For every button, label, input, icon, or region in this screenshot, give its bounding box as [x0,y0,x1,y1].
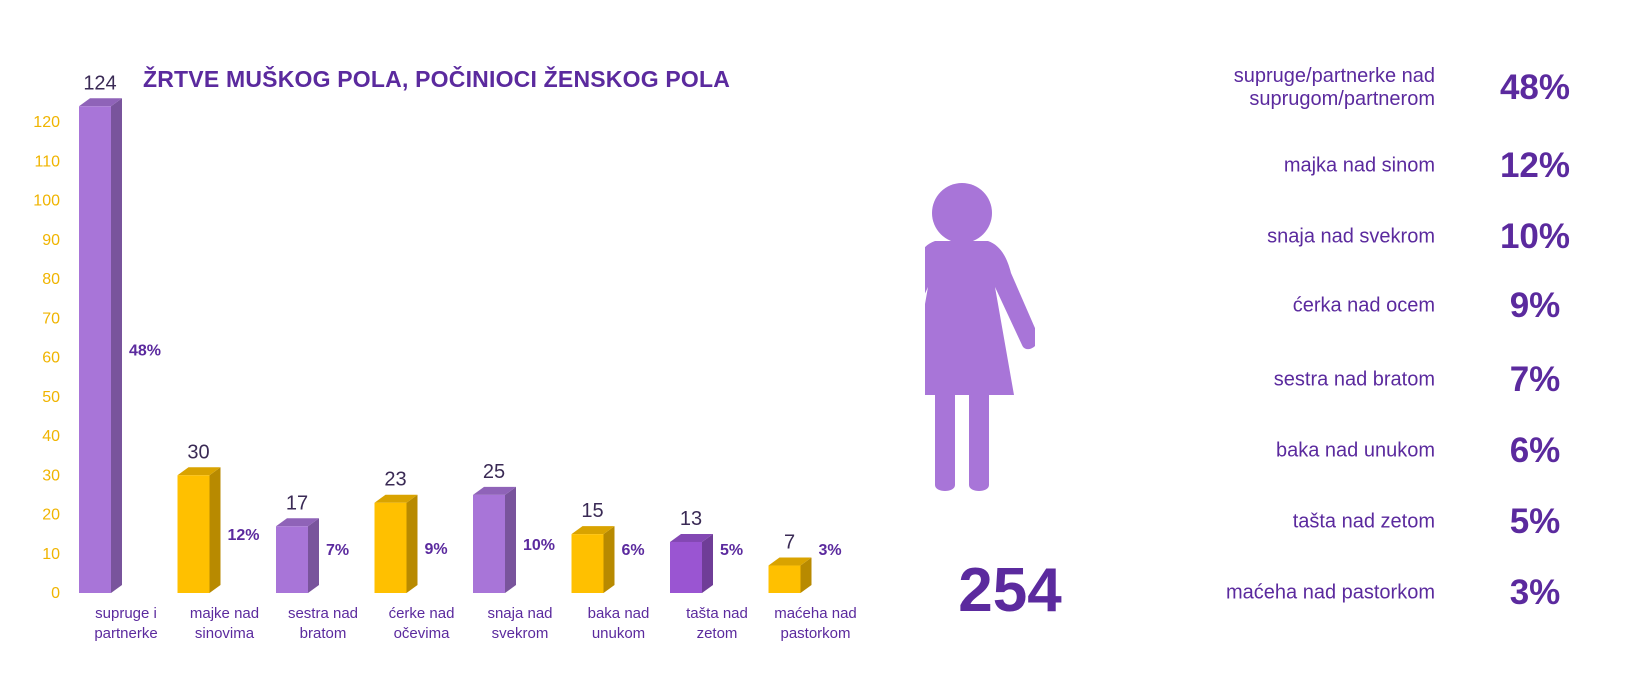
y-tick-label: 30 [42,467,60,484]
legend-label: baka nad unukom [1275,439,1435,462]
legend-percent: 48% [1499,68,1571,107]
legend-row: snaja nad svekrom 10% [1150,207,1620,267]
bar-value-label: 13 [680,508,702,530]
woman-icon [925,183,1035,491]
bar-side [603,526,615,593]
bar-value-label: 15 [581,500,603,522]
category-label: tašta nad [686,605,748,622]
bar-percent-label: 7% [326,542,349,559]
legend-label: ćerka nad ocem [1292,294,1435,317]
legend-row: baka nad unukom 6% [1150,421,1620,481]
y-tick-label: 80 [42,271,60,288]
category-label: pastorkom [780,625,850,642]
y-tick-label: 40 [42,428,60,445]
category-label: očevima [394,625,451,642]
category-label: baka nad [588,605,650,622]
legend-percent: 7% [1509,360,1561,399]
y-tick-label: 100 [33,193,60,210]
category-label: ćerke nad [389,605,455,622]
legend-percent: 12% [1499,146,1571,185]
legend-label: supruge/partnerke nad suprugom/partnerom [1233,65,1435,110]
y-tick-label: 10 [42,546,60,563]
bar-value-label: 23 [384,469,406,491]
category-label: zetom [697,625,738,642]
bar-top [768,557,812,566]
bar-percent-label: 5% [720,542,743,559]
legend-label: tašta nad zetom [1292,510,1435,533]
bar-top [79,98,122,107]
bar [571,534,604,593]
chart-title: ŽRTVE MUŠKOG POLA, POČINIOCI ŽENSKOG POL… [143,66,731,92]
bar-top [473,486,516,495]
bar-value-label: 17 [286,492,308,514]
bar-top [276,518,319,527]
bar-top [571,526,615,535]
y-tick-label: 0 [51,585,60,602]
bar-side [308,518,319,593]
category-label: sestra nad [288,605,358,622]
category-label: supruge i [95,605,157,622]
bar-percent-label: 12% [228,527,260,544]
bar-value-label: 25 [483,461,505,483]
bar-percent-label: 48% [129,343,161,360]
total-count: 254 [958,556,1062,625]
bar-percent-label: 6% [622,542,645,559]
category-label: partnerke [94,625,157,642]
category-label: svekrom [492,625,549,642]
legend-percent: 9% [1509,286,1561,325]
bar-side [209,467,221,593]
bar-side [111,98,122,594]
bar [768,565,801,593]
bar [670,541,702,593]
bar-side [505,486,516,593]
y-tick-label: 120 [33,114,60,131]
y-tick-label: 110 [34,153,60,170]
bar-percent-label: 3% [819,542,842,559]
bar [79,106,111,594]
bar-top [374,494,418,503]
legend-row: tašta nad zetom 5% [1150,492,1620,552]
bar-top [670,533,713,542]
legend-label: snaja nad svekrom [1267,225,1435,248]
y-tick-label: 50 [42,389,60,406]
legend-percent: 3% [1509,573,1561,612]
y-tick-label: 70 [42,310,60,327]
legend-percent: 10% [1499,217,1571,256]
legend-label: maćeha nad pastorkom [1225,581,1435,604]
y-tick-label: 60 [42,350,60,367]
legend-label: sestra nad bratom [1273,368,1435,391]
category-label: snaja nad [487,605,552,622]
bar-chart: 0 10 20 30 40 50 60 70 80 90 100 110 120 124 48% suprug… [33,72,857,642]
legend-row: sestra nad bratom 7% [1150,350,1620,410]
legend-label: majka nad sinom [1283,154,1435,177]
legend-row: supruge/partnerke nad suprugom/partnerom… [1150,58,1620,118]
bar [473,494,505,593]
y-tick-label: 90 [42,232,60,249]
category-label: sinovima [195,625,255,642]
bar-percent-label: 10% [523,537,555,554]
bar-value-label: 30 [187,441,209,463]
legend-row: ćerka nad ocem 9% [1150,276,1620,336]
bar-value-label: 7 [784,532,795,554]
bar-percent-label: 9% [425,541,448,558]
category-label: majke nad [190,605,259,622]
category-label: maćeha nad [774,605,857,622]
category-label: bratom [300,625,347,642]
bar [374,502,407,593]
bar [276,526,308,593]
y-tick-label: 20 [42,507,60,524]
bar-side [800,557,812,593]
category-label: unukom [592,625,645,642]
bar [177,475,210,593]
bar-top [177,467,221,476]
legend-percent: 5% [1509,502,1561,541]
bar-side [406,494,418,593]
bar-side [702,533,713,593]
legend-row: majka nad sinom 12% [1150,136,1620,196]
bar-value-label: 124 [83,72,116,94]
legend-percent: 6% [1509,431,1561,470]
legend-row: maćeha nad pastorkom 3% [1150,563,1620,623]
